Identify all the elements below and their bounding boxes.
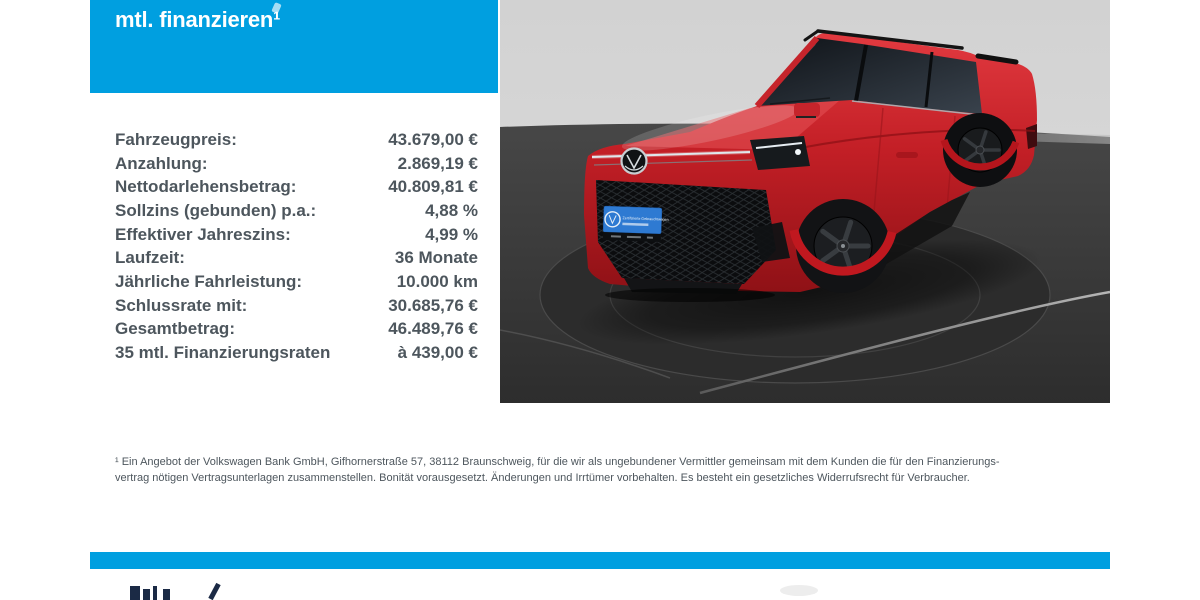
finance-label: Anzahlung: bbox=[115, 153, 208, 173]
finance-label: Schlussrate mit: bbox=[115, 295, 248, 315]
footnote: ¹ Ein Angebot der Volkswagen Bank GmbH, … bbox=[115, 455, 1000, 486]
footnote-line: ¹ Ein Angebot der Volkswagen Bank GmbH, … bbox=[115, 456, 1000, 468]
footnote-line: vertrag nötigen Vertragsunterlagen zusam… bbox=[115, 471, 970, 484]
cropped-image-fragment bbox=[780, 585, 818, 596]
offer-title-banner: mtl. finanzieren¹ bbox=[90, 0, 498, 93]
car-illustration: Zertifizierte Gebrauchtwagen bbox=[584, 29, 1037, 302]
finance-value: 4,88 % bbox=[425, 200, 478, 220]
finance-row: Effektiver Jahreszins: 4,99 % bbox=[115, 223, 478, 247]
finance-row: 35 mtl. Finanzierungsraten à 439,00 € bbox=[115, 341, 478, 365]
finance-value: 30.685,76 € bbox=[388, 295, 478, 315]
finance-label: Fahrzeugpreis: bbox=[115, 129, 237, 149]
car-shadow bbox=[577, 239, 1043, 345]
finance-row: Gesamtbetrag: 46.489,76 € bbox=[115, 318, 478, 342]
door-handle bbox=[896, 152, 918, 158]
finance-label: 35 mtl. Finanzierungsraten bbox=[115, 343, 331, 363]
car-glasshouse bbox=[754, 36, 982, 116]
finance-row: Schlussrate mit: 30.685,76 € bbox=[115, 294, 478, 318]
headlight bbox=[750, 136, 810, 170]
page-title: mtl. finanzieren¹ bbox=[115, 7, 281, 32]
license-plate: Zertifizierte Gebrauchtwagen bbox=[602, 205, 669, 243]
front-wheel bbox=[789, 199, 897, 293]
finance-row: Sollzins (gebunden) p.a.: 4,88 % bbox=[115, 199, 478, 223]
plate-vw-roundel-icon bbox=[604, 211, 621, 228]
finance-details-table: Fahrzeugpreis: 43.679,00 € Anzahlung: 2.… bbox=[115, 128, 478, 365]
finance-value: 46.489,76 € bbox=[388, 319, 478, 339]
dealer-logo-fragment bbox=[163, 589, 170, 600]
finance-value: 2.869,19 € bbox=[397, 153, 478, 173]
finance-row: Jährliche Fahrleistung: 10.000 km bbox=[115, 270, 478, 294]
finance-row: Fahrzeugpreis: 43.679,00 € bbox=[115, 128, 478, 152]
vw-badge-icon bbox=[620, 147, 648, 175]
vehicle-photo: Zertifizierte Gebrauchtwagen bbox=[500, 0, 1110, 403]
finance-label: Gesamtbetrag: bbox=[115, 319, 235, 339]
footer-accent-bar bbox=[90, 552, 1110, 569]
finance-value: à 439,00 € bbox=[397, 343, 478, 363]
turntable-ring bbox=[699, 290, 1110, 395]
finance-label: Nettodarlehensbetrag: bbox=[115, 177, 297, 197]
finance-label: Sollzins (gebunden) p.a.: bbox=[115, 200, 317, 220]
rear-lamp bbox=[1026, 124, 1037, 149]
finance-label: Jährliche Fahrleistung: bbox=[115, 271, 303, 291]
finance-label: Effektiver Jahreszins: bbox=[115, 224, 291, 244]
finance-value: 10.000 km bbox=[396, 271, 478, 291]
side-mirror bbox=[794, 103, 820, 118]
dealer-logo-fragment bbox=[153, 586, 157, 600]
rear-wheel bbox=[940, 113, 1020, 187]
roof-rails bbox=[803, 29, 1019, 65]
finance-value: 43.679,00 € bbox=[388, 129, 478, 149]
finance-row: Laufzeit: 36 Monate bbox=[115, 246, 478, 270]
finance-row: Nettodarlehensbetrag: 40.809,81 € bbox=[115, 175, 478, 199]
finance-value: 36 Monate bbox=[394, 248, 478, 268]
finance-label: Laufzeit: bbox=[115, 248, 185, 268]
dealer-logo-fragment bbox=[130, 586, 140, 600]
finance-value: 4,99 % bbox=[425, 224, 478, 244]
finance-value: 40.809,81 € bbox=[388, 177, 478, 197]
plate-text: Zertifizierte Gebrauchtwagen bbox=[623, 216, 669, 222]
dealer-logo-fragment bbox=[208, 582, 221, 600]
finance-row: Anzahlung: 2.869,19 € bbox=[115, 152, 478, 176]
dealer-logo-fragment bbox=[143, 589, 150, 600]
car-front-fascia: Zertifizierte Gebrauchtwagen bbox=[591, 136, 810, 302]
front-grille bbox=[596, 180, 776, 284]
